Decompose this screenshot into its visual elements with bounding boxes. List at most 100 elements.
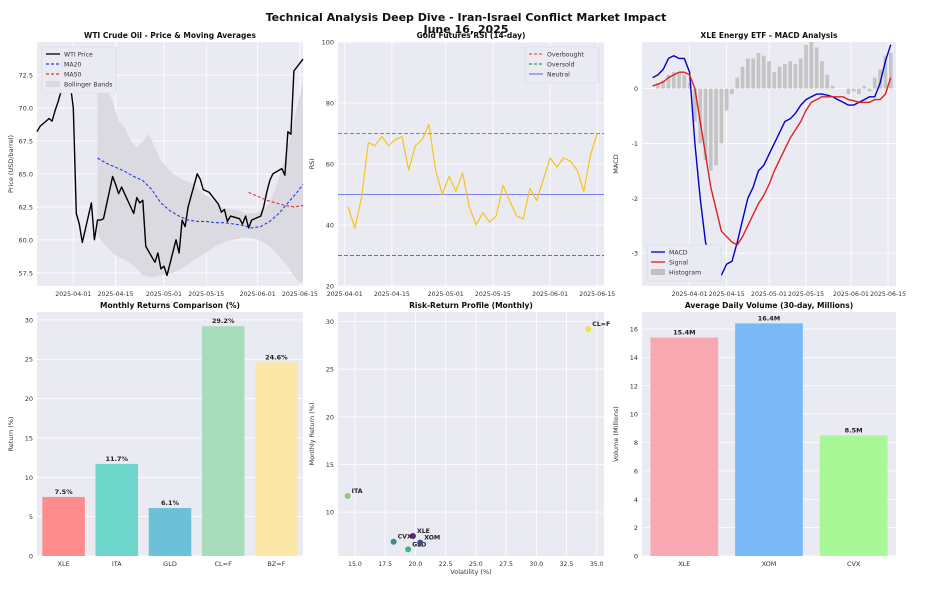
x-tick-label: GLD [163,560,177,568]
y-axis-label: MACD [612,154,620,173]
series-line [97,157,304,229]
histogram-bar [751,58,755,89]
y-tick-label: 25 [25,356,33,364]
x-tick-label: ITA [112,560,122,568]
x-tick-label: 2025-04-01 [327,291,363,298]
x-tick-label: XLE [678,560,690,568]
legend: MACD Signal Histogram [646,244,722,282]
y-tick-label: 14 [630,354,638,362]
y-tick-label: 10 [630,411,638,419]
x-tick-label: 32.5 [560,561,574,568]
x-tick-label: 2025-04-15 [374,291,410,298]
bar-value-label: 8.5M [845,426,863,434]
x-tick-label: 25.0 [469,561,483,568]
y-tick-label: 65.0 [19,170,33,178]
bar [95,463,139,556]
scatter-point [390,538,397,545]
legend-box [646,244,722,282]
series-line [652,44,892,276]
y-axis-label: Return (%) [7,417,15,452]
bar [819,435,888,556]
histogram-bar [814,47,819,89]
histogram-bar [872,77,877,89]
panel-4: 0 5 10 15 20 25 30 Monthly Returns Comparison (… [7,301,303,568]
y-axis-label: Monthly Return (%) [308,403,316,466]
x-tick-label: 27.5 [499,561,513,568]
histogram-bar [772,72,777,89]
y-tick-label: 5 [29,513,33,521]
histogram-bar [687,83,692,89]
legend-entry: Neutral [547,72,570,79]
bar-value-label: 16.4M [758,314,781,322]
histogram-bar [825,74,830,89]
histogram-bar [693,88,697,122]
x-tick-label: 2025-05-15 [788,291,824,298]
y-tick-label: 6 [634,467,638,475]
series-line [347,123,598,229]
x-tick-label: 35.0 [590,561,604,568]
bar-value-label: 29.2% [212,317,235,325]
x-tick-label: 2025-06-01 [532,291,568,298]
y-axis-label: Price (USD/barrel) [7,135,15,193]
y-tick-label: -3 [632,250,638,258]
y-tick-label: 4 [634,496,638,504]
y-tick-label: 60.0 [19,236,33,244]
legend-entry: MACD [669,250,688,257]
x-tick-label: XOM [762,560,777,568]
bar [201,326,245,556]
y-tick-label: 62.5 [19,203,33,211]
bollinger-band [97,81,303,284]
panel-5: 10 15 20 25 30 Risk-Return Profile (Monthly) M… [308,301,610,576]
legend-entry: WTI Price [64,52,93,59]
series-line [248,191,304,208]
scatter-point [585,326,592,333]
panel-title: Gold Futures RSI (14-day) [417,31,526,40]
histogram-bar [714,88,718,166]
x-tick-label: 2025-04-15 [98,291,134,298]
legend-entry: MA20 [64,62,82,69]
figure-title: Technical Analysis Deep Dive - Iran-Isra… [0,12,932,36]
histogram-bar [724,88,729,111]
scatter-point [405,546,412,553]
histogram-bar [703,88,708,160]
panel-2: 20 40 60 80 100 Gold Futures RSI (14-day) RSI 2… [308,31,615,298]
histogram-bar [682,74,687,89]
y-tick-label: 25 [326,366,334,374]
x-tick-label: 15.0 [348,561,362,568]
y-tick-label: 0 [29,553,33,561]
panel-title: XLE Energy ETF - MACD Analysis [701,31,838,40]
legend-entry: MA50 [64,72,82,79]
y-tick-label: 8 [634,439,638,447]
x-tick-label: 2025-06-01 [240,291,276,298]
x-tick-label: 2025-05-01 [751,291,787,298]
x-axis-label: Volatility (%) [450,568,491,576]
point-label: CVX [398,534,412,541]
y-tick-label: 100 [322,39,334,47]
series-line [36,58,304,277]
histogram-bar [767,61,771,89]
x-tick-label: 20.0 [408,561,422,568]
histogram-bar [793,63,798,89]
histogram-bar [777,66,782,89]
series-line [652,71,892,246]
y-tick-label: 80 [326,100,334,108]
bar-value-label: 7.5% [55,488,74,496]
bar [650,337,719,556]
panel-title: Average Daily Volume (30-day, Millions) [685,301,853,310]
y-tick-label: 12 [630,382,638,390]
x-tick-label: 17.5 [378,561,392,568]
histogram-bar [857,88,861,95]
y-tick-label: 15 [25,434,33,442]
legend-swatch [651,269,665,275]
x-tick-label: 2025-05-01 [146,291,182,298]
y-tick-label: 10 [25,474,33,482]
histogram-bar [788,61,793,89]
histogram-bar [661,80,666,89]
histogram-bar [719,88,724,144]
bar-value-label: 11.7% [106,455,129,463]
x-tick-label: 2025-06-01 [833,291,869,298]
bar [148,507,192,556]
histogram-bar [830,85,835,89]
